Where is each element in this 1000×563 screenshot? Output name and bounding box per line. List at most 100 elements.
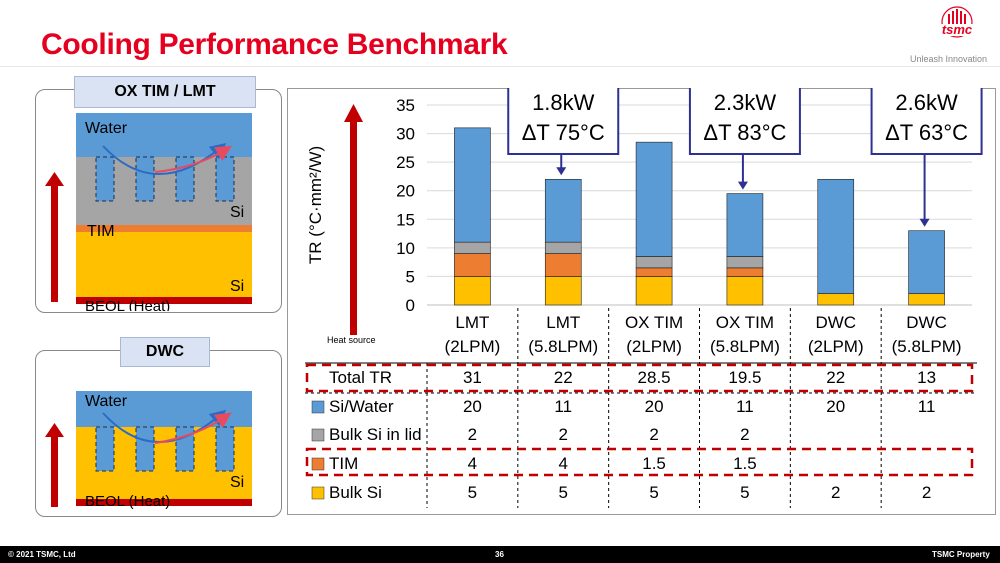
- beol-label: BEOL (Heat): [85, 493, 170, 510]
- bar-segment: [726, 276, 764, 306]
- bar-segment: [726, 267, 764, 277]
- callout-power: 2.3kW: [714, 90, 777, 115]
- tim-row-highlight: [305, 447, 974, 477]
- table-cell: 2: [559, 425, 568, 444]
- table-cell: 11: [736, 397, 754, 416]
- callout-power: 2.6kW: [895, 90, 958, 115]
- table-cell: 5: [468, 483, 477, 502]
- table-cell: 1.5: [733, 454, 757, 473]
- table-cell: 2: [649, 425, 658, 444]
- bar-segment: [817, 293, 855, 306]
- x-tick-sublabel: (5.8LPM): [892, 337, 962, 356]
- x-tick-sublabel: (5.8LPM): [710, 337, 780, 356]
- callout-power: 1.8kW: [532, 90, 595, 115]
- table-cell: 5: [559, 483, 568, 502]
- table-row-label: Bulk Si: [329, 483, 382, 502]
- callout-delta: ΔT 83°C: [703, 120, 786, 145]
- bar-segment: [454, 253, 491, 277]
- heat-source-arrow-icon: [350, 120, 357, 335]
- table-total-value: 28.5: [638, 368, 671, 387]
- legend-swatch: [311, 486, 325, 500]
- bar-segment: [454, 276, 491, 306]
- x-tick-label: OX TIM: [716, 313, 774, 332]
- callout-delta: ΔT 63°C: [885, 120, 968, 145]
- table-cell: 1.5: [642, 454, 666, 473]
- heat-up-arrow-icon: [51, 435, 58, 507]
- page-title: Cooling Performance Benchmark: [41, 28, 508, 61]
- table-cell: 5: [740, 483, 749, 502]
- tagline: Unleash Innovation: [910, 54, 988, 64]
- table-total-value: 13: [917, 368, 936, 387]
- y-tick-label: 20: [396, 182, 415, 201]
- x-tick-sublabel: (5.8LPM): [528, 337, 598, 356]
- footer-property: TSMC Property: [932, 550, 990, 559]
- callout-box: [507, 88, 620, 155]
- bar-segment: [454, 127, 491, 243]
- y-tick-label: 10: [396, 239, 415, 258]
- table-cell: 2: [740, 425, 749, 444]
- table-total-value: 22: [554, 368, 573, 387]
- dwc-panel-label: DWC: [120, 337, 210, 367]
- ox-tim-panel-label: OX TIM / LMT: [74, 76, 256, 108]
- water-label: Water: [85, 393, 128, 410]
- x-tick-label: LMT: [455, 313, 489, 332]
- table-cell: 4: [559, 454, 568, 473]
- si-label: Si: [230, 474, 244, 491]
- table-total-value: 31: [463, 368, 482, 387]
- callout-delta: ΔT 75°C: [522, 120, 605, 145]
- y-tick-label: 0: [406, 296, 415, 315]
- y-axis-label: TR (°C·mm²/W): [306, 146, 325, 264]
- bar-segment: [726, 193, 764, 257]
- bar-segment: [544, 276, 582, 306]
- bar-segment: [635, 256, 673, 269]
- bulk-si-layer: [76, 232, 252, 297]
- bar-segment: [635, 141, 673, 257]
- table-cell: 5: [649, 483, 658, 502]
- bar-segment: [635, 276, 673, 306]
- callout-arrowhead-icon: [919, 218, 930, 227]
- page-number: 36: [495, 550, 504, 559]
- legend-swatch: [311, 457, 325, 471]
- beol-layer: [76, 297, 252, 304]
- bar-segment: [544, 178, 582, 243]
- x-tick-label: DWC: [815, 313, 856, 332]
- heat-source-arrowhead-icon: [344, 104, 363, 122]
- table-cell: 2: [831, 483, 840, 502]
- bar-segment: [635, 267, 673, 277]
- x-tick-sublabel: (2LPM): [445, 337, 501, 356]
- table-row-label: Bulk Si in lid: [329, 425, 422, 444]
- total-row-highlight: [305, 363, 974, 393]
- heat-up-arrow-icon: [51, 184, 58, 302]
- ox-tim-diagram: Water Si TIM Si BEOL (Heat): [45, 113, 252, 311]
- logo-text: tsmc: [942, 22, 973, 37]
- bar-segment: [817, 178, 855, 294]
- y-tick-label: 30: [396, 125, 415, 144]
- bar-segment: [454, 241, 491, 254]
- beol-label: BEOL (Heat): [85, 298, 170, 311]
- callout-arrowhead-icon: [556, 167, 567, 176]
- legend-swatch: [311, 400, 325, 414]
- tsmc-logo: tsmc: [930, 6, 984, 38]
- table-row-label: TIM: [329, 454, 358, 473]
- x-tick-label: OX TIM: [625, 313, 683, 332]
- table-total-value: 22: [826, 368, 845, 387]
- heat-arrow-icon: [154, 412, 232, 444]
- tim-layer: [76, 225, 252, 232]
- table-cell: 2: [922, 483, 931, 502]
- si-bottom-label: Si: [230, 278, 244, 295]
- heat-source-label: Heat source: [327, 335, 376, 345]
- y-tick-label: 35: [396, 96, 415, 115]
- y-tick-label: 5: [406, 267, 415, 286]
- table-total-value: 19.5: [728, 368, 761, 387]
- table-cell: 20: [826, 397, 845, 416]
- heat-arrow-icon: [154, 145, 232, 173]
- callout-box: [870, 88, 983, 155]
- table-cell: 20: [463, 397, 482, 416]
- y-tick-label: 15: [396, 210, 415, 229]
- header-divider: [0, 66, 1000, 67]
- x-tick-sublabel: (2LPM): [626, 337, 682, 356]
- bar-segment: [544, 241, 582, 254]
- callout-box: [688, 88, 801, 155]
- bar-segment: [726, 256, 764, 269]
- x-tick-sublabel: (2LPM): [808, 337, 864, 356]
